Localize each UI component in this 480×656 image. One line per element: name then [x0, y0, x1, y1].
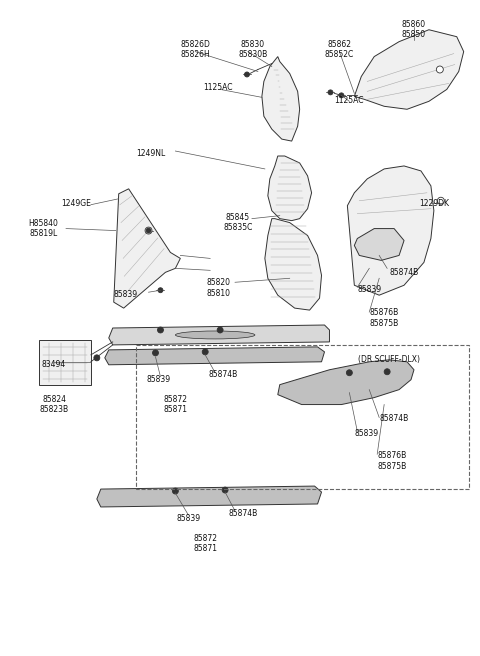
Polygon shape: [265, 218, 322, 310]
Circle shape: [146, 228, 151, 233]
Circle shape: [328, 90, 333, 95]
Circle shape: [347, 370, 352, 376]
Text: 85872
85871: 85872 85871: [163, 395, 187, 414]
Text: 85876B
85875B: 85876B 85875B: [377, 451, 407, 471]
Circle shape: [157, 327, 164, 333]
Ellipse shape: [175, 331, 255, 339]
Text: 1249NL: 1249NL: [136, 149, 166, 158]
Bar: [136, 345, 468, 489]
Circle shape: [94, 355, 100, 361]
Text: 85839: 85839: [114, 290, 138, 299]
Text: 85839: 85839: [176, 514, 200, 523]
Text: H85840
85819L: H85840 85819L: [28, 218, 58, 238]
Polygon shape: [262, 56, 300, 141]
Text: 1125AC: 1125AC: [335, 96, 364, 106]
Text: 85874B: 85874B: [379, 415, 408, 424]
Text: 1125AC: 1125AC: [204, 83, 233, 92]
Text: 85830
85830B: 85830 85830B: [238, 39, 267, 59]
Circle shape: [436, 66, 444, 73]
Text: 85824
85823B: 85824 85823B: [39, 395, 69, 414]
Text: 85839: 85839: [354, 430, 378, 438]
Text: 85845
85835C: 85845 85835C: [223, 213, 252, 232]
Text: 85874B: 85874B: [208, 370, 238, 379]
Circle shape: [145, 227, 152, 234]
Text: 85839: 85839: [146, 375, 170, 384]
Polygon shape: [354, 30, 464, 110]
Text: 85872
85871: 85872 85871: [193, 534, 217, 553]
Circle shape: [222, 487, 228, 493]
Circle shape: [153, 350, 158, 356]
Circle shape: [384, 369, 390, 375]
Text: 85862
85852C: 85862 85852C: [325, 39, 354, 59]
Text: 85874B: 85874B: [389, 268, 419, 277]
Text: 85826D
85826H: 85826D 85826H: [180, 39, 210, 59]
Polygon shape: [348, 166, 434, 295]
Circle shape: [172, 488, 179, 494]
Circle shape: [158, 288, 163, 293]
Circle shape: [437, 197, 444, 204]
Circle shape: [244, 72, 250, 77]
Text: (DR SCUFF-DLX): (DR SCUFF-DLX): [358, 355, 420, 364]
Polygon shape: [268, 156, 312, 220]
Text: 85876B
85875B: 85876B 85875B: [369, 308, 398, 327]
Text: 85874B: 85874B: [228, 509, 257, 518]
Circle shape: [339, 93, 344, 98]
Text: 85820
85810: 85820 85810: [206, 278, 230, 298]
Polygon shape: [278, 359, 414, 405]
Polygon shape: [105, 347, 324, 365]
Circle shape: [217, 327, 223, 333]
Text: 1229DK: 1229DK: [419, 199, 449, 208]
Polygon shape: [114, 189, 180, 308]
Text: 85860
85850: 85860 85850: [402, 20, 426, 39]
Polygon shape: [97, 486, 322, 507]
Polygon shape: [39, 340, 91, 384]
Polygon shape: [354, 228, 404, 260]
Polygon shape: [109, 325, 329, 345]
Text: 85839: 85839: [357, 285, 382, 295]
Text: 83494: 83494: [42, 359, 66, 369]
Text: 1249GE: 1249GE: [61, 199, 91, 208]
Circle shape: [202, 349, 208, 355]
